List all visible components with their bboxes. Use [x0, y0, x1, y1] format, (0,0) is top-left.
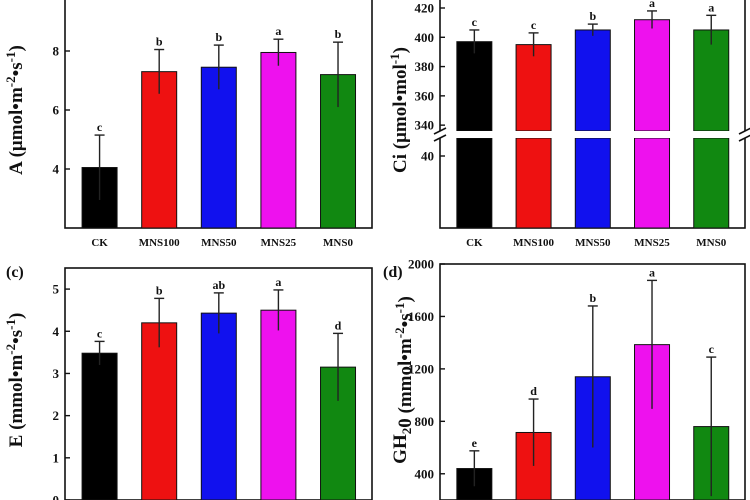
panel-label: (c): [6, 264, 24, 281]
y-axis-label: A (μmol•m-2•s-1): [3, 45, 27, 175]
significance-letter: ab: [212, 278, 225, 292]
y-axis-label: Ci (μmol•mol-1): [387, 47, 411, 173]
significance-letter: b: [335, 27, 342, 41]
x-tick-label: CK: [466, 237, 483, 249]
y-tick-label: 340: [415, 118, 435, 133]
bar-MNS25: [260, 51, 297, 229]
significance-letter: c: [97, 120, 103, 134]
bar-MNS100: [141, 71, 178, 229]
bar-MNS50: [200, 312, 237, 500]
significance-letter: d: [530, 384, 537, 398]
significance-letter: b: [156, 283, 163, 297]
x-tick-label: MNS0: [323, 237, 353, 249]
significance-letter: c: [472, 15, 478, 29]
x-tick-label: MNS100: [513, 237, 554, 249]
y-tick-label: 1200: [408, 361, 434, 376]
significance-letter: c: [709, 342, 715, 356]
panel-2: 0 1 2 3 4 5 c b ab a d E (mmol•m-2•s-1) (c): [3, 264, 373, 500]
x-tick-label: MNS0: [696, 237, 726, 249]
bar-MNS100: [141, 322, 178, 500]
bar-MNS0-upper: [693, 29, 730, 132]
bar-MNS25-upper: [634, 19, 671, 132]
x-tick-label: MNS100: [139, 237, 180, 249]
significance-letter: b: [589, 9, 596, 23]
panel-0: 4 6 8 c b b a b A (μmol•m-2•s-1) CK MNS100 MNS50 MNS…: [3, 0, 373, 249]
significance-letter: a: [275, 275, 281, 289]
y-tick-label: 2000: [408, 257, 434, 272]
significance-letter: b: [156, 35, 163, 49]
y-axis-label: GH20 (mmol•m-2•s-1): [390, 296, 416, 464]
y-tick-label: 1: [53, 450, 60, 465]
bar-MNS50-lower: [574, 137, 611, 229]
x-tick-label: MNS25: [634, 237, 670, 249]
y-axis-label: E (mmol•m-2•s-1): [3, 313, 27, 448]
significance-letter: d: [335, 318, 342, 332]
y-tick-label: 1600: [408, 309, 434, 324]
significance-letter: c: [531, 18, 537, 32]
y-tick-label: 400: [415, 466, 435, 481]
y-tick-label: 360: [415, 88, 435, 103]
bar-MNS25-lower: [634, 137, 671, 229]
bar-MNS25: [260, 309, 297, 500]
y-tick-label: 5: [53, 282, 60, 297]
significance-letter: c: [97, 326, 103, 340]
y-tick-label: 400: [415, 30, 435, 45]
bar-MNS50-upper: [574, 29, 611, 132]
y-tick-label: 8: [53, 44, 60, 59]
y-tick-label: 380: [415, 59, 435, 74]
x-tick-label: MNS25: [261, 237, 297, 249]
axis-break-mark: [738, 127, 750, 135]
x-tick-label: CK: [91, 237, 108, 249]
axes-frame: [64, 267, 373, 500]
axes-frame: [439, 263, 746, 500]
significance-letter: b: [589, 291, 596, 305]
y-tick-label: 40: [421, 149, 434, 164]
significance-letter: a: [649, 0, 655, 10]
panel-3: 400 800 1200 1600 2000 e d b a c GH20 (mmol•m-2•s-…: [383, 257, 746, 500]
y-tick-label: 3: [53, 366, 60, 381]
axis-break-mark: [738, 134, 750, 142]
bar-CK-upper: [456, 41, 493, 132]
bar-MNS100-lower: [515, 137, 552, 229]
panel-1: 340 360 380 400 420 40 c c b a a Ci (μmol•mol-1) CK M…: [387, 0, 750, 249]
y-tick-label: 4: [53, 324, 60, 339]
x-tick-label: MNS50: [575, 237, 611, 249]
bar-CK: [81, 352, 118, 500]
y-tick-label: 6: [53, 103, 60, 118]
y-tick-label: 4: [53, 162, 60, 177]
significance-letter: a: [708, 0, 714, 14]
axis-break-mark: [433, 134, 447, 142]
axis-break-gap: [432, 131, 750, 138]
y-tick-label: 0: [53, 493, 60, 500]
bar-CK-lower: [456, 137, 493, 229]
axis-break-mark: [433, 127, 447, 135]
y-tick-label: 800: [415, 414, 435, 429]
y-tick-label: 2: [53, 408, 60, 423]
significance-letter: a: [649, 265, 655, 279]
panel-label: (d): [383, 264, 403, 281]
significance-letter: a: [275, 24, 281, 38]
x-tick-label: MNS50: [201, 237, 237, 249]
significance-letter: b: [215, 30, 222, 44]
bar-MNS0-lower: [693, 137, 730, 229]
bar-MNS100-upper: [515, 44, 552, 132]
bar-MNS50: [200, 66, 237, 229]
y-tick-label: 420: [415, 1, 435, 16]
significance-letter: e: [472, 436, 478, 450]
